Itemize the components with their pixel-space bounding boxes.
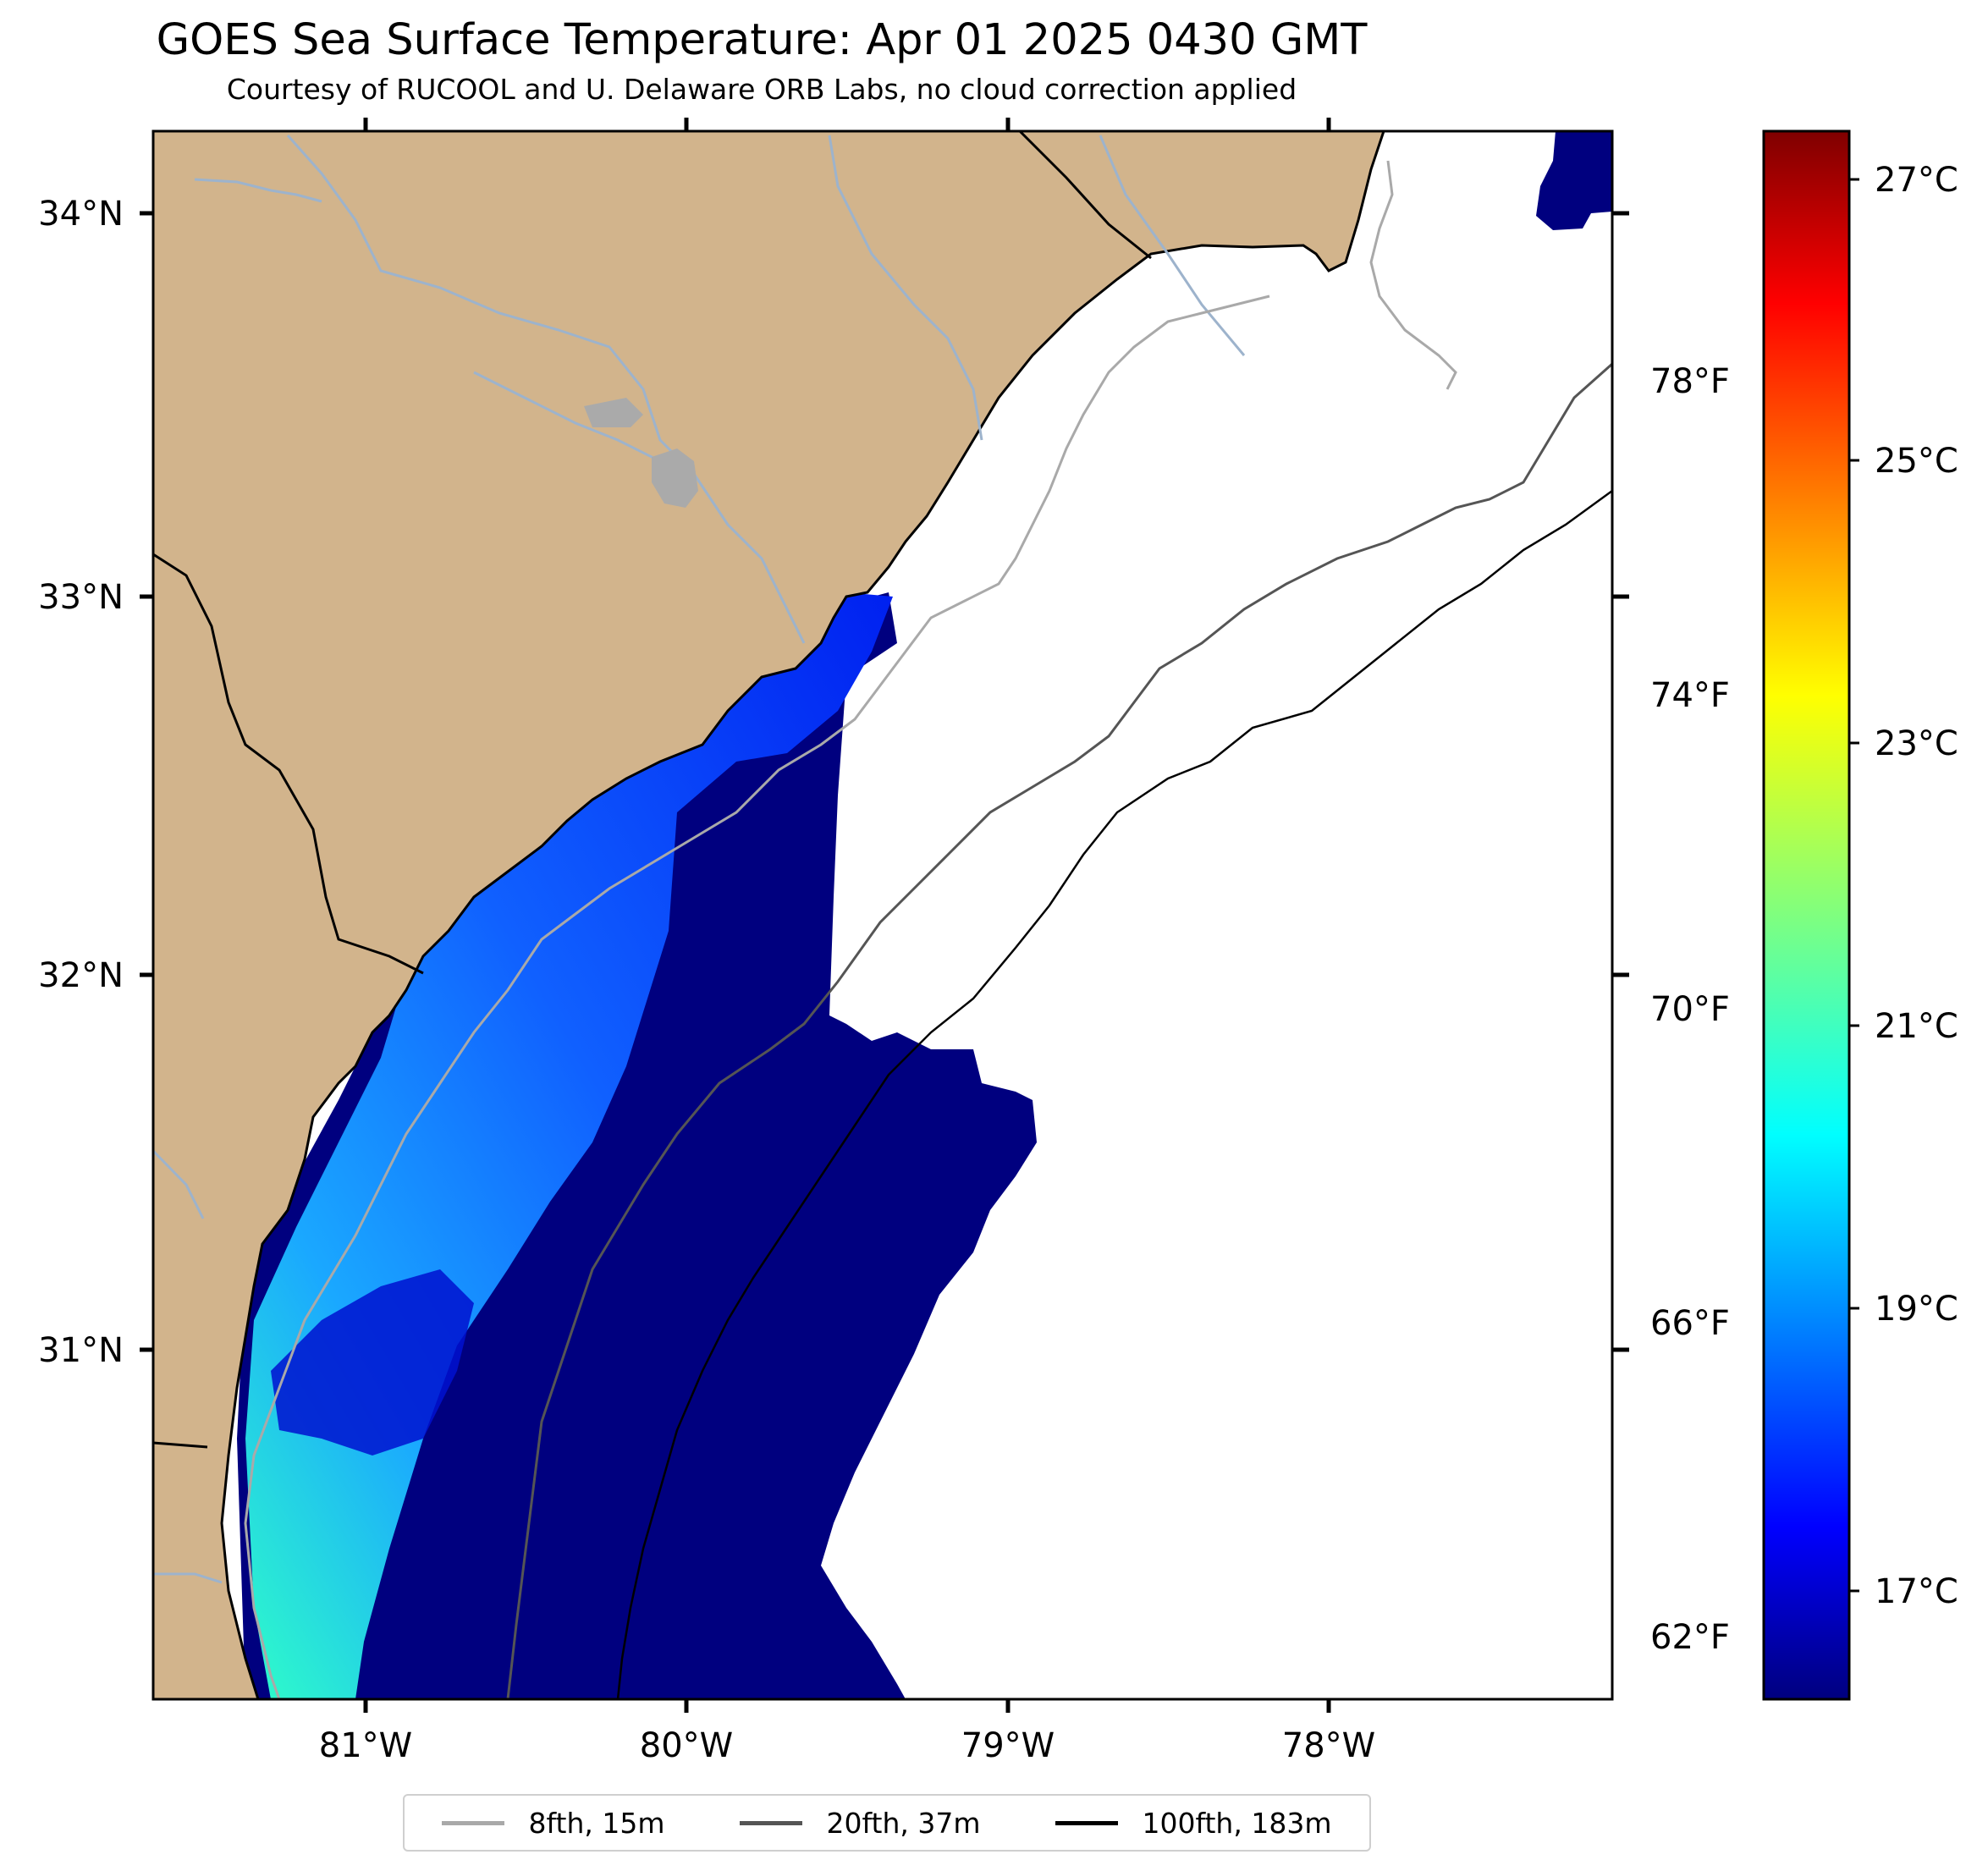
lon-tick-78w: 78°W (1282, 1726, 1375, 1765)
cb-tick-21c: 21°C (1875, 1007, 1958, 1046)
legend-item-8fth: 8fth, 15m (442, 1806, 665, 1840)
legend-swatch-20fth (740, 1820, 803, 1825)
lat-tick-32n: 32°N (38, 956, 124, 995)
legend-item-100fth: 100fth, 183m (1055, 1807, 1331, 1840)
rivers (153, 135, 1246, 1584)
sst-offshore-region (237, 592, 1037, 1699)
state-borders (153, 131, 1152, 1449)
cb-tick-17c: 17°C (1875, 1572, 1958, 1611)
cb-tick-25c: 25°C (1875, 442, 1958, 481)
cb-tick-27c: 27°C (1875, 161, 1958, 200)
legend-swatch-8fth (442, 1820, 505, 1825)
contour-legend: 8fth, 15m 20fth, 37m 100fth, 183m (403, 1794, 1371, 1852)
lake-marion (652, 448, 698, 508)
map-panel (153, 131, 1612, 1699)
f-tick-62: 62°F (1650, 1618, 1730, 1657)
map-subtitle: Courtesy of RUCOOL and U. Delaware ORB L… (226, 73, 1297, 106)
land (153, 131, 1385, 1699)
lake-moultrie (584, 398, 643, 427)
lat-tick-33n: 33°N (38, 578, 124, 617)
lat-tick-34n: 34°N (38, 195, 124, 234)
f-tick-70: 70°F (1650, 990, 1730, 1029)
legend-label-20fth: 20fth, 37m (826, 1806, 981, 1840)
longitude-ticks (363, 118, 1331, 1713)
f-tick-66: 66°F (1650, 1304, 1730, 1343)
colorbar (1762, 129, 1851, 1701)
legend-item-20fth: 20fth, 37m (740, 1807, 980, 1840)
legend-label-100fth: 100fth, 183m (1142, 1806, 1332, 1840)
cb-tick-19c: 19°C (1875, 1290, 1958, 1329)
cb-tick-23c: 23°C (1875, 724, 1958, 763)
legend-swatch-100fth (1055, 1820, 1119, 1825)
contour-20fth (506, 362, 1612, 1699)
f-tick-74: 74°F (1650, 676, 1730, 715)
legend-label-8fth: 8fth, 15m (528, 1806, 665, 1840)
lon-tick-81w: 81°W (319, 1726, 412, 1765)
lat-tick-31n: 31°N (38, 1331, 124, 1370)
colorbar-ticks (1849, 178, 1859, 1593)
sst-inner-swirl (271, 1269, 474, 1456)
lon-tick-80w: 80°W (640, 1726, 733, 1765)
map-frame (151, 129, 1614, 1701)
sst-northeast-patch (1536, 131, 1612, 230)
f-tick-78: 78°F (1650, 362, 1730, 401)
map-title: GOES Sea Surface Temperature: Apr 01 202… (156, 15, 1368, 65)
contour-100fth (616, 489, 1612, 1699)
latitude-ticks (140, 211, 1629, 1352)
contour-8fth (244, 160, 1457, 1699)
lon-tick-79w: 79°W (961, 1726, 1055, 1765)
